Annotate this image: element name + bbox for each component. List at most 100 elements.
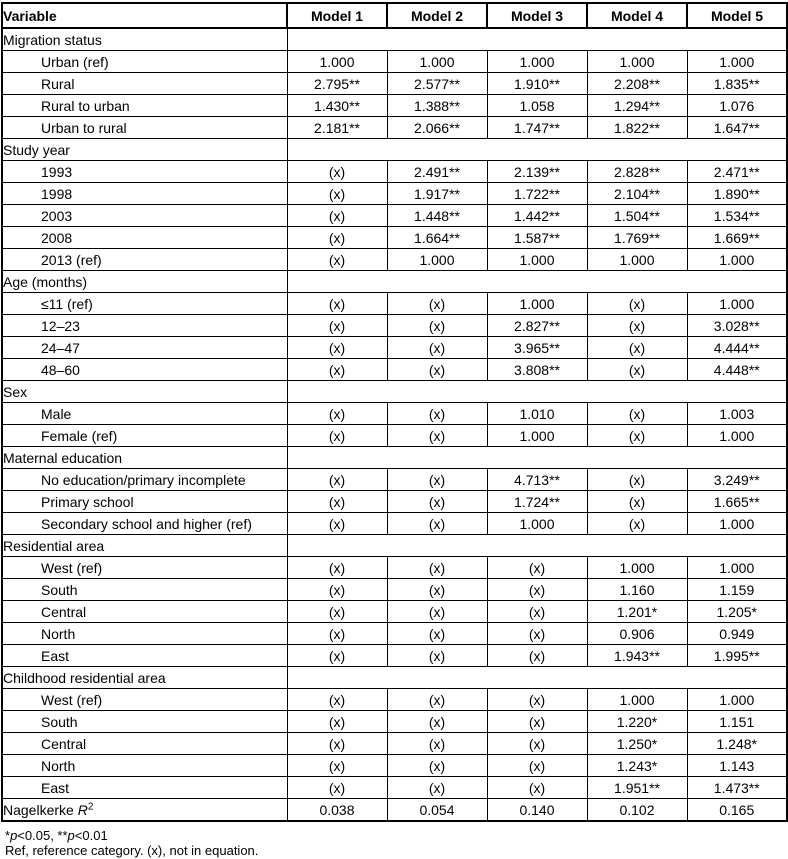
value-cell: (x) [386, 688, 488, 711]
value-cell: 2.827** [486, 314, 588, 337]
value-cell: 2.828** [586, 160, 688, 183]
value-cell: 1.000 [486, 50, 588, 73]
value-cell: (x) [386, 402, 488, 425]
value-cell: 1.000 [586, 248, 688, 271]
row-label: 24–47 [1, 336, 288, 359]
value-cell: 1.058 [486, 94, 588, 117]
table-row: Female (ref) (x) (x) 1.000 (x) 1.000 [1, 424, 788, 447]
table-row: Nagelkerke R2 0.038 0.054 0.140 0.102 0.165 [1, 798, 788, 822]
value-cell: 2.795** [286, 72, 388, 95]
row-label: No education/primary incomplete [1, 468, 288, 491]
value-cell: (x) [286, 314, 388, 337]
value-cell: 1.747** [486, 116, 588, 139]
value-cell: 1.000 [486, 248, 588, 271]
value-cell: 1.076 [686, 94, 788, 117]
row-label: West (ref) [1, 688, 288, 711]
row-label: Rural to urban [1, 94, 288, 117]
row-label: 1998 [1, 182, 288, 205]
row-label: 2013 (ref) [1, 248, 288, 271]
value-cell: (x) [286, 358, 388, 381]
value-cell: (x) [486, 710, 588, 733]
value-cell: (x) [286, 292, 388, 315]
row-label: 12–23 [1, 314, 288, 337]
section-empty-cell [286, 138, 788, 161]
table-row: Central (x) (x) (x) 1.201* 1.205* [1, 600, 788, 623]
value-cell: 2.471** [686, 160, 788, 183]
row-label: Female (ref) [1, 424, 288, 447]
row-label: North [1, 622, 288, 645]
value-cell: (x) [486, 578, 588, 601]
table-row: 1993 (x) 2.491** 2.139** 2.828** 2.471** [1, 160, 788, 183]
footnote-abbreviations: Ref, reference category. (x), not in equ… [5, 843, 259, 858]
table-row: Male (x) (x) 1.010 (x) 1.003 [1, 402, 788, 425]
value-cell: (x) [286, 600, 388, 623]
value-cell: (x) [286, 710, 388, 733]
row-label: 48–60 [1, 358, 288, 381]
value-cell: (x) [486, 776, 588, 799]
value-cell: 0.102 [586, 798, 688, 822]
section-row: Residential area [1, 534, 788, 557]
value-cell: 1.722** [486, 182, 588, 205]
section-empty-cell [286, 446, 788, 469]
table-row: Rural 2.795** 2.577** 1.910** 2.208** 1.835** [1, 72, 788, 95]
value-cell: (x) [386, 468, 488, 491]
value-cell: 1.995** [686, 644, 788, 667]
value-cell: (x) [286, 336, 388, 359]
value-cell: (x) [386, 754, 488, 777]
value-cell: (x) [386, 490, 488, 513]
table-row: 2013 (ref) (x) 1.000 1.000 1.000 1.000 [1, 248, 788, 271]
row-label: South [1, 578, 288, 601]
table-row: Central (x) (x) (x) 1.250* 1.248* [1, 732, 788, 755]
value-cell: 1.724** [486, 490, 588, 513]
table-row: Rural to urban 1.430** 1.388** 1.058 1.294**… [1, 94, 788, 117]
value-cell: 1.504** [586, 204, 688, 227]
section-label: Childhood residential area [1, 666, 288, 689]
row-label: Central [1, 732, 288, 755]
table-row: 2003 (x) 1.448** 1.442** 1.504** 1.534** [1, 204, 788, 227]
row-label: Urban (ref) [1, 50, 288, 73]
value-cell: 4.444** [686, 336, 788, 359]
value-cell: 0.038 [286, 798, 388, 822]
value-cell: 1.160 [586, 578, 688, 601]
section-row: Childhood residential area [1, 666, 788, 689]
value-cell: 0.140 [486, 798, 588, 822]
section-empty-cell [286, 270, 788, 293]
value-cell: 3.965** [486, 336, 588, 359]
value-cell: (x) [286, 226, 388, 249]
column-header-model-5: Model 5 [686, 2, 788, 29]
value-cell: (x) [286, 182, 388, 205]
value-cell: 4.713** [486, 468, 588, 491]
value-cell: 1.159 [686, 578, 788, 601]
value-cell: 1.151 [686, 710, 788, 733]
value-cell: 1.201* [586, 600, 688, 623]
table-header: Variable Model 1 Model 2 Model 3 Model 4 Mode… [1, 2, 788, 29]
value-cell: 0.054 [386, 798, 488, 822]
value-cell: 1.473** [686, 776, 788, 799]
column-header-model-4: Model 4 [586, 2, 688, 29]
value-cell: 0.906 [586, 622, 688, 645]
value-cell: 1.917** [386, 182, 488, 205]
value-cell: 1.000 [486, 424, 588, 447]
footnote-significance: *p<0.05, **p<0.01 [5, 828, 108, 843]
value-cell: (x) [386, 512, 488, 535]
value-cell: 1.220* [586, 710, 688, 733]
value-cell: (x) [586, 358, 688, 381]
value-cell: (x) [586, 468, 688, 491]
section-label: Residential area [1, 534, 288, 557]
section-label: Migration status [1, 27, 288, 51]
value-cell: 1.000 [686, 292, 788, 315]
row-label: Rural [1, 72, 288, 95]
value-cell: (x) [286, 402, 388, 425]
value-cell: 1.000 [586, 556, 688, 579]
table-row: North (x) (x) (x) 1.243* 1.143 [1, 754, 788, 777]
row-label: Nagelkerke R2 [1, 798, 288, 822]
table-row: East (x) (x) (x) 1.943** 1.995** [1, 644, 788, 667]
table-row: 48–60 (x) (x) 3.808** (x) 4.448** [1, 358, 788, 381]
value-cell: (x) [386, 556, 488, 579]
value-cell: 1.665** [686, 490, 788, 513]
value-cell: (x) [286, 578, 388, 601]
value-cell: (x) [586, 424, 688, 447]
value-cell: 3.028** [686, 314, 788, 337]
value-cell: 2.104** [586, 182, 688, 205]
